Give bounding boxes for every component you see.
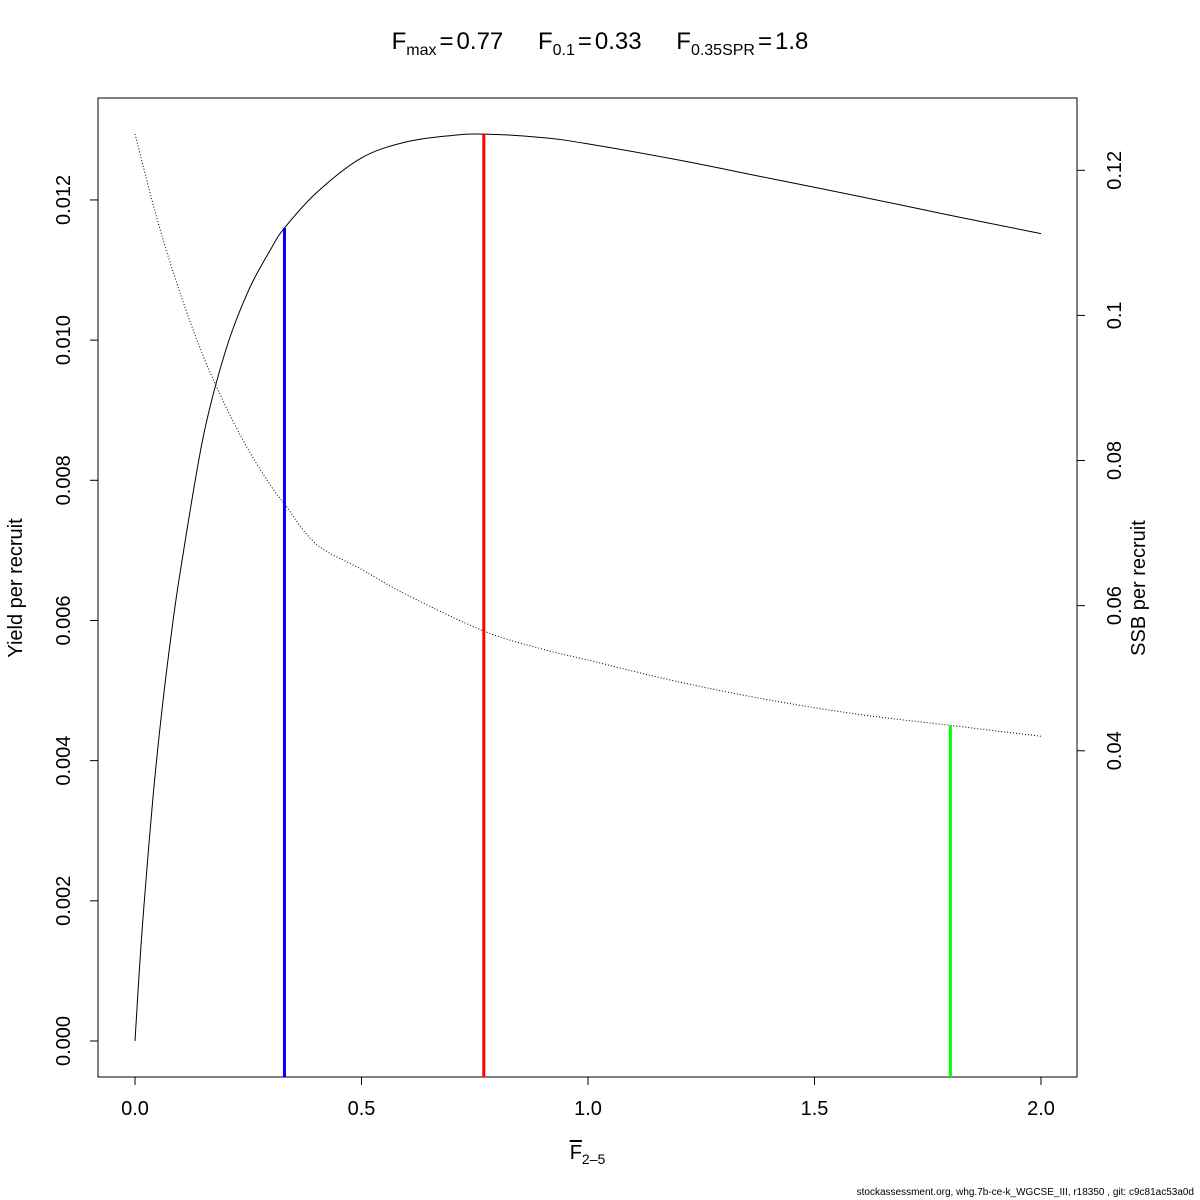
x-tick-label-4: 2.0 [1027, 1098, 1055, 1120]
y-tick-label-3: 0.006 [53, 595, 75, 645]
y2-tick-label-4: 0.12 [1104, 151, 1126, 190]
y-tick-label-6: 0.012 [53, 175, 75, 225]
plot-frame [97, 97, 1078, 1078]
y-tick-label-0: 0.000 [53, 1016, 75, 1066]
x-tick-label-2: 1.0 [574, 1098, 602, 1120]
x-tick-label-3: 1.5 [801, 1098, 829, 1120]
y2-axis-label: SSB per recruit [1128, 520, 1150, 656]
x-tick-label-0: 0.0 [121, 1098, 149, 1120]
y2-tick-label-3: 0.1 [1104, 301, 1126, 329]
footer-credit: stockassessment.org, whg.7b-ce-k_WGCSE_I… [856, 1187, 1194, 1198]
chart-title: Fmax = 0.77 F0.1 = 0.33 F0.35SPR = 1.8 [0, 28, 1200, 60]
title-f035spr: F0.35SPR = 1.8 [676, 28, 809, 59]
title-fmax: Fmax = 0.77 [391, 28, 504, 59]
x-tick-label-1: 0.5 [348, 1098, 376, 1120]
y-axis-label: Yield per recruit [5, 518, 27, 658]
yield-per-recruit-curve [134, 133, 1042, 1042]
y2-tick-label-2: 0.08 [1104, 441, 1126, 480]
y-tick-label-2: 0.004 [53, 736, 75, 786]
y2-tick-label-0: 0.04 [1104, 731, 1126, 770]
y-tick-label-1: 0.002 [53, 876, 75, 926]
ssb-per-recruit-curve [134, 133, 1042, 737]
y-tick-label-4: 0.008 [53, 455, 75, 505]
x-axis-label: F2–5 [569, 1142, 606, 1167]
y-tick-label-5: 0.010 [53, 315, 75, 365]
title-f01: F0.1 = 0.33 [537, 28, 642, 59]
y2-tick-label-1: 0.06 [1104, 586, 1126, 625]
